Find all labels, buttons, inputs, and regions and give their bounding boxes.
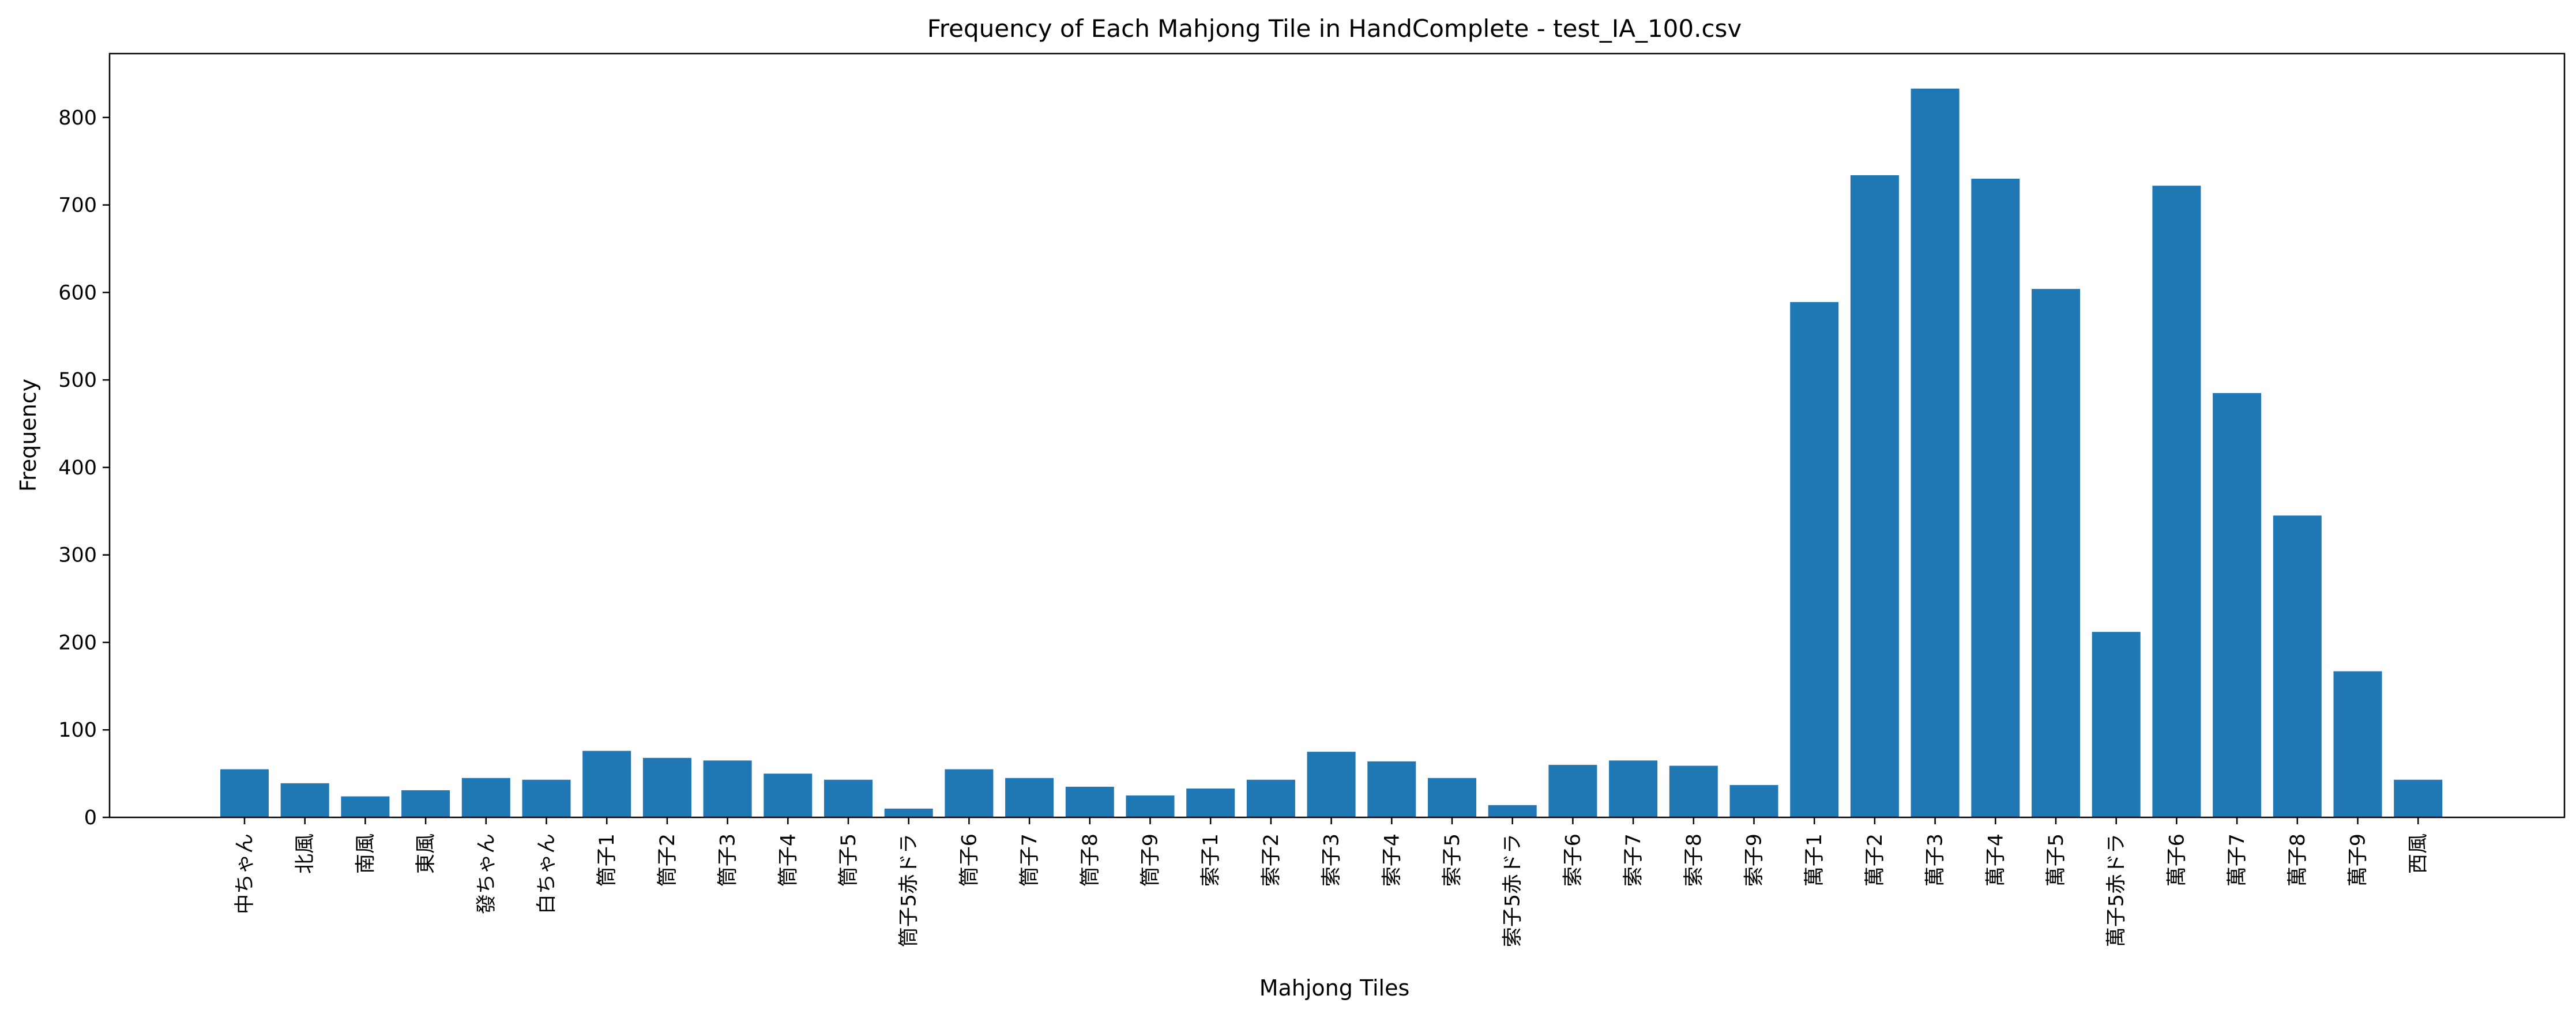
x-tick-label: 索子3 (1321, 834, 1344, 887)
x-tick-label: 萬子1 (1803, 834, 1826, 887)
y-tick-label: 600 (58, 281, 97, 304)
x-tick-label: 索子9 (1743, 834, 1766, 887)
bar (341, 796, 390, 817)
bar (1548, 764, 1597, 817)
x-tick-label: 索子5赤ドラ (1502, 834, 1525, 947)
x-tick-label: 筒子9 (1140, 834, 1163, 887)
bar (1850, 175, 1899, 818)
x-tick-label: 筒子5 (837, 834, 860, 887)
x-tick-label: 東風 (415, 834, 438, 874)
y-tick-label: 100 (58, 719, 97, 742)
bar (1246, 779, 1295, 817)
bar (1307, 752, 1356, 817)
x-tick-label: 索子6 (1562, 834, 1585, 887)
bar (1669, 765, 1718, 817)
x-tick-label: 發ちゃん (475, 834, 498, 914)
y-tick-label: 200 (58, 631, 97, 654)
bar (764, 774, 813, 817)
x-axis: 中ちゃん 北風 南風 東風 發ちゃん 白ちゃん 筒子1 筒子2 筒子3 筒子4 筒子5 筒子5赤ドラ 筒… (234, 817, 2430, 947)
bar (1065, 786, 1114, 817)
bar (1005, 778, 1054, 817)
bar (1367, 761, 1416, 817)
x-tick-label: 萬子6 (2165, 834, 2188, 887)
x-tick-label: 北風 (294, 834, 317, 874)
bar (401, 790, 450, 817)
x-tick-label: 萬子4 (1984, 834, 2007, 887)
bar (1126, 795, 1175, 817)
x-tick-label: 萬子7 (2226, 834, 2249, 887)
x-tick-label: 南風 (354, 834, 377, 874)
x-tick-label: 索子1 (1199, 834, 1223, 887)
y-tick-label: 400 (58, 457, 97, 480)
bar (2213, 393, 2262, 817)
bar (1186, 788, 1235, 817)
x-tick-label: 中ちゃん (234, 834, 257, 914)
bar (2333, 671, 2382, 817)
x-tick-label: 筒子1 (596, 834, 619, 887)
x-tick-label: 索子4 (1381, 834, 1404, 887)
x-tick-label: 筒子4 (777, 834, 800, 887)
bar (2152, 186, 2201, 817)
bar (1911, 88, 1960, 817)
bar (945, 769, 994, 817)
y-tick-label: 700 (58, 194, 97, 217)
x-tick-label: 索子2 (1260, 834, 1283, 887)
bar (522, 779, 571, 817)
x-tick-label: 筒子2 (656, 834, 679, 887)
x-tick-label: 萬子5 (2045, 834, 2068, 887)
x-axis-label: Mahjong Tiles (1259, 975, 1410, 1001)
x-tick-label: 萬子3 (1924, 834, 1947, 887)
x-tick-label: 西風 (2407, 834, 2430, 874)
bar (582, 751, 631, 817)
x-tick-label: 萬子9 (2347, 834, 2370, 887)
bar (1609, 760, 1658, 817)
bar (1428, 778, 1476, 817)
x-tick-label: 筒子8 (1079, 834, 1102, 887)
y-tick-label: 500 (58, 369, 97, 392)
plot-frame (108, 52, 2566, 819)
bar (1488, 805, 1537, 817)
bar (1729, 785, 1778, 817)
bar (884, 808, 933, 817)
x-tick-label: 索子8 (1683, 834, 1706, 887)
x-tick-label: 萬子2 (1864, 834, 1887, 887)
chart-title: Frequency of Each Mahjong Tile in HandCo… (927, 14, 1742, 43)
y-axis: 0 100 200 300 400 500 600 700 800 (58, 107, 110, 829)
bar (280, 783, 329, 817)
bar (642, 757, 691, 817)
y-tick-label: 300 (58, 544, 97, 567)
x-tick-label: 白ちゃん (536, 834, 559, 914)
bar (824, 779, 873, 817)
x-tick-label: 筒子3 (717, 834, 740, 887)
x-tick-label: 筒子5赤ドラ (898, 834, 921, 947)
y-tick-label: 800 (58, 107, 97, 130)
bars-group (220, 88, 2443, 818)
bar (1790, 302, 1839, 817)
x-tick-label: 索子5 (1441, 834, 1464, 887)
bar (2273, 515, 2322, 817)
x-tick-label: 筒子7 (1018, 834, 1041, 887)
bar (1971, 179, 2020, 817)
bar (703, 760, 752, 817)
x-tick-label: 萬子8 (2287, 834, 2310, 887)
x-tick-label: 筒子6 (958, 834, 981, 887)
bar (2394, 779, 2443, 817)
bar (2032, 289, 2080, 817)
y-axis-label: Frequency (16, 379, 41, 492)
bar (2092, 632, 2141, 817)
bar (461, 778, 510, 817)
y-tick-label: 0 (84, 806, 97, 829)
x-tick-label: 萬子5赤ドラ (2105, 834, 2129, 947)
bar (220, 769, 269, 817)
x-tick-label: 索子7 (1622, 834, 1645, 887)
